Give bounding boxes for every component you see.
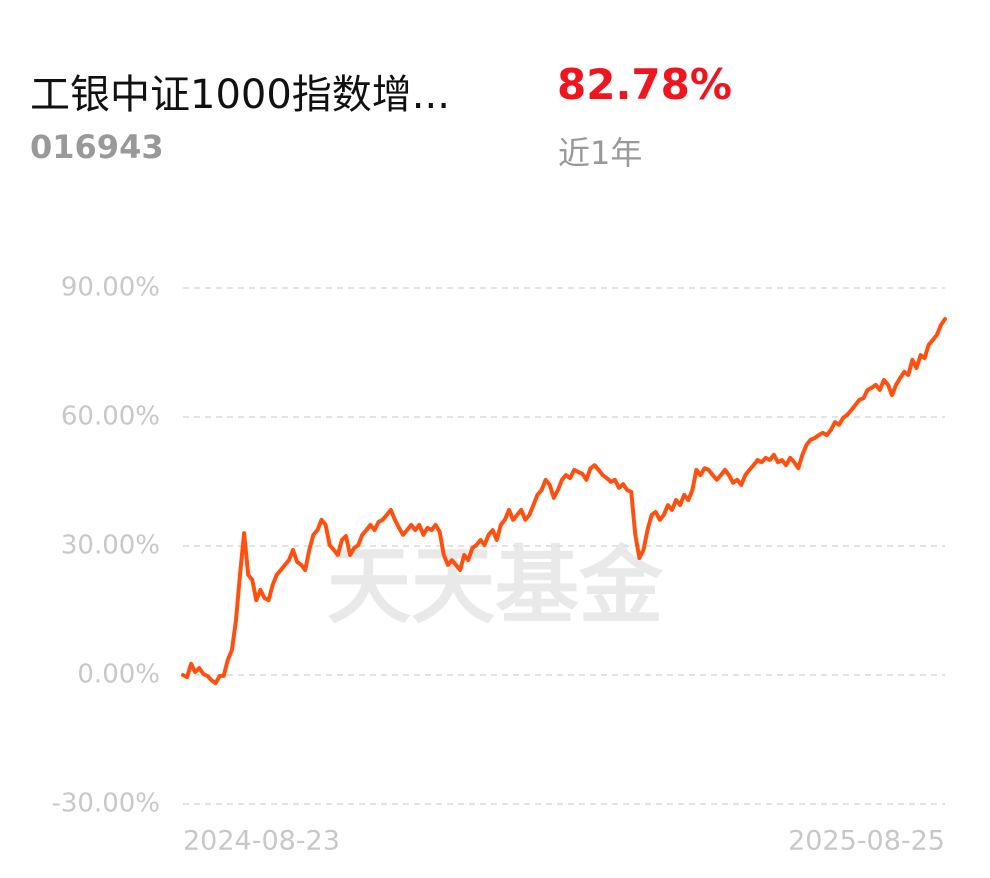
watermark: 天天基金 [327,537,664,635]
y-tick-label: 0.00% [77,660,160,690]
y-tick-label: 90.00% [61,273,160,303]
x-tick-label: 2025-08-25 [788,826,945,857]
line-series [181,317,947,686]
fund-code: 016943 [30,128,164,166]
y-tick-label: 30.00% [61,531,160,561]
x-tick-label: 2024-08-23 [183,826,340,857]
y-tick-label: -30.00% [51,789,160,819]
return-value: 82.78% [557,60,732,109]
period: 近1年 [558,134,643,172]
y-tick-label: 60.00% [61,402,160,432]
fund-name: 工银中证1000指数增... [30,72,450,118]
